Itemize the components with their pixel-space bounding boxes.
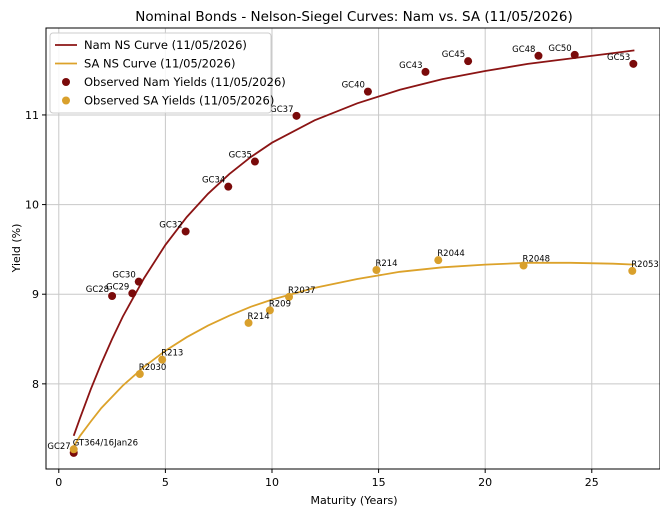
x-tick-label: 0 — [55, 476, 62, 489]
x-tick-label: 5 — [162, 476, 169, 489]
nam-point — [181, 227, 190, 236]
sa-point — [628, 266, 637, 275]
sa-point-label: R214 — [248, 312, 270, 322]
legend-label: Observed SA Yields (11/05/2026) — [84, 94, 274, 108]
nam-point-label: GC40 — [342, 81, 365, 91]
nam-point — [128, 289, 137, 298]
nam-point-label: GC32 — [159, 220, 182, 230]
observed-points — [69, 50, 638, 457]
sa-point — [135, 369, 144, 378]
nam-point — [464, 57, 473, 66]
nam-point — [134, 277, 143, 286]
sa-point-label: R2048 — [523, 255, 551, 265]
nam-point-label: GC30 — [112, 271, 135, 281]
nam-point-label: GC37 — [270, 105, 293, 115]
y-tick-label: 10 — [25, 199, 39, 212]
sa-point — [244, 318, 253, 327]
legend-marker-swatch — [62, 96, 70, 105]
axis-ticks: 0 5 10 15 20 25 8 9 10 11 — [25, 109, 599, 489]
nam-point — [224, 182, 233, 191]
sa-ns-curve — [72, 261, 635, 448]
x-tick-label: 10 — [265, 476, 279, 489]
curves — [72, 49, 635, 448]
nam-point-label: GC29 — [106, 282, 129, 292]
sa-point-label: R2044 — [437, 249, 465, 259]
sa-point-label: R209 — [269, 299, 291, 309]
nam-point-label: GC48 — [512, 45, 535, 55]
legend: Nam NS Curve (11/05/2026) SA NS Curve (11… — [49, 32, 286, 114]
nam-point-label: GC53 — [607, 53, 630, 63]
nam-point-label: GC28 — [86, 285, 109, 295]
y-tick-label: 9 — [32, 288, 39, 301]
sa-point — [519, 261, 528, 270]
sa-point-label: R214 — [375, 259, 397, 269]
nam-point-label: GC27 — [47, 442, 70, 452]
x-tick-label: 15 — [372, 476, 386, 489]
nam-point-label: GC34 — [202, 176, 225, 186]
sa-point — [434, 256, 443, 265]
legend-label: Observed Nam Yields (11/05/2026) — [84, 75, 286, 89]
sa-point-label: R2053 — [631, 260, 659, 270]
nam-point — [629, 59, 638, 68]
nam-point — [421, 67, 430, 76]
y-tick-label: 11 — [25, 109, 39, 122]
nam-point — [570, 50, 579, 59]
sa-point — [69, 445, 78, 454]
sa-point-label: R213 — [161, 349, 183, 359]
nam-ns-curve — [72, 49, 635, 437]
legend-label: SA NS Curve (11/05/2026) — [84, 57, 235, 71]
nam-point-label: GC45 — [442, 50, 465, 60]
legend-box — [49, 32, 272, 114]
sa-point — [372, 266, 381, 275]
nam-point — [108, 292, 117, 301]
chart-title: Nominal Bonds - Nelson-Siegel Curves: Na… — [135, 9, 573, 25]
nam-point-label: GC50 — [548, 44, 571, 54]
y-axis-label: Yield (%) — [10, 224, 23, 274]
sa-point-label: GT364/16Jan26 — [73, 438, 138, 448]
sa-point-label: R2037 — [288, 286, 316, 296]
nam-point — [292, 111, 301, 120]
x-tick-label: 25 — [585, 476, 599, 489]
nam-point-label: GC35 — [229, 151, 252, 161]
sa-point — [265, 306, 274, 315]
y-tick-label: 8 — [32, 378, 39, 391]
x-tick-label: 20 — [478, 476, 492, 489]
legend-label: Nam NS Curve (11/05/2026) — [84, 38, 247, 52]
sa-point — [158, 355, 167, 364]
nam-point-label: GC43 — [399, 61, 422, 71]
nam-point — [250, 157, 259, 166]
sa-point — [285, 292, 294, 301]
x-axis-label: Maturity (Years) — [310, 494, 397, 507]
nam-point — [534, 51, 543, 60]
legend-marker-swatch — [62, 78, 70, 86]
sa-point-label: R2030 — [139, 363, 167, 373]
nam-point — [363, 87, 372, 96]
plot-frame — [45, 27, 660, 470]
